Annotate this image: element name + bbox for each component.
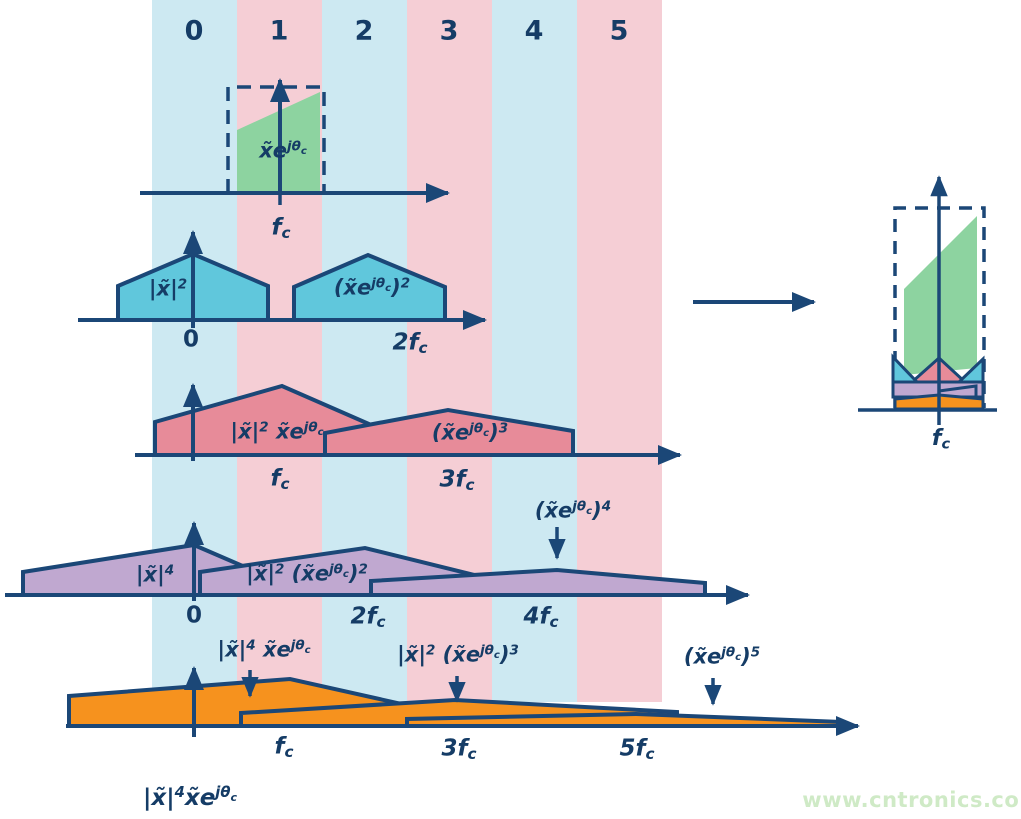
tick-5fc-plot5: 5fc xyxy=(619,735,655,764)
bottom-formula-label: |x̃|4x̃ejθc xyxy=(142,783,238,812)
label-x4-4fc: (x̃ejθc)4 xyxy=(534,498,612,523)
tick-2fc-plot2: 2fc xyxy=(392,329,428,358)
band-label-2: 2 xyxy=(354,15,374,47)
dashed-outline xyxy=(226,85,326,193)
tick-0-plot4: 0 xyxy=(185,602,203,629)
combined-blue-left xyxy=(891,353,921,384)
plot-fourth xyxy=(5,521,750,605)
tick-2fc-plot4: 2fc xyxy=(350,603,386,632)
tick-fc-plot3: fc xyxy=(270,465,290,494)
label-fundamental: x̃ejθc xyxy=(259,138,307,163)
band-label-0: 0 xyxy=(184,15,204,47)
tick-0-plot2: 0 xyxy=(182,326,200,353)
plot-squared xyxy=(78,230,487,330)
band-label-1: 1 xyxy=(269,15,289,47)
plot-cubed xyxy=(135,383,682,465)
watermark: www.cntronics.com xyxy=(802,788,1021,812)
label-x5-fc: |x̃|4 x̃ejθc xyxy=(217,637,311,662)
tick-fc-plot1: fc xyxy=(271,214,291,243)
label-x5-5fc: (x̃ejθc)5 xyxy=(683,644,761,669)
tick-fc-combined: fc xyxy=(931,426,951,453)
label-x3-3fc: (x̃ejθc)3 xyxy=(431,420,509,445)
tick-3fc-plot3: 3fc xyxy=(439,466,475,495)
tick-4fc-plot4: 4fc xyxy=(523,603,559,632)
plot-fundamental xyxy=(140,78,450,205)
combined-purple-notch xyxy=(938,384,978,397)
band-label-4: 4 xyxy=(524,15,544,47)
plot-combined xyxy=(858,175,997,425)
band-label-3: 3 xyxy=(439,15,459,47)
band-label-5: 5 xyxy=(609,15,629,47)
tick-3fc-plot5: 3fc xyxy=(441,735,477,764)
label-x3-fc: |x̃|2 x̃ejθc xyxy=(230,419,324,444)
label-x4-dc: |x̃|4 xyxy=(135,562,175,587)
label-x4-2fc: |x̃|2 (x̃ejθc)2 xyxy=(246,561,368,586)
combined-blue-right xyxy=(955,355,985,384)
plot-fifth xyxy=(66,666,860,737)
tick-fc-plot5: fc xyxy=(274,733,294,762)
label-x5-3fc: |x̃|2 (x̃ejθc)3 xyxy=(397,642,519,667)
label-x2-dc: |x̃|2 xyxy=(148,276,188,301)
label-x2-2fc: (x̃ejθc)2 xyxy=(333,275,411,300)
